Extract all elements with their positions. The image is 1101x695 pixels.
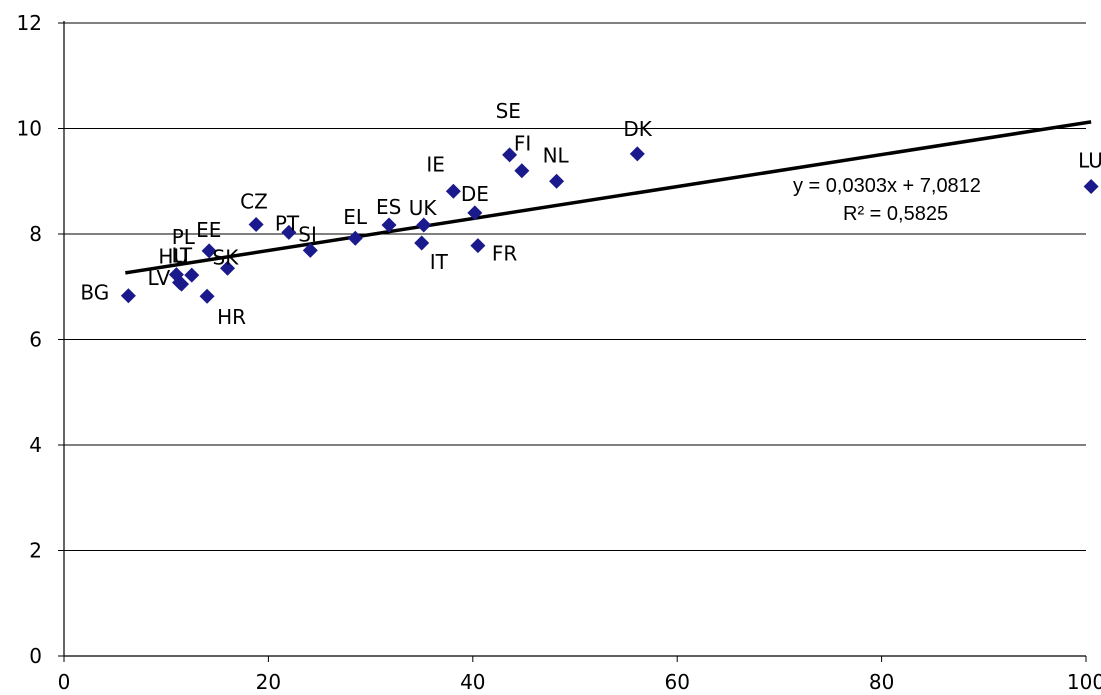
point-label-it: IT: [430, 250, 449, 274]
point-label-cz: CZ: [240, 190, 268, 214]
data-point-si: [302, 242, 318, 258]
data-point-lu: [1083, 179, 1099, 195]
x-tick-label: 20: [256, 670, 281, 694]
point-label-pl: PL: [172, 225, 196, 249]
data-point-pl: [184, 267, 200, 283]
data-point-ee: [201, 243, 217, 259]
point-label-bg: BG: [80, 281, 109, 305]
point-label-nl: NL: [543, 143, 570, 167]
equation-label: y = 0,0303x + 7,0812: [793, 175, 981, 197]
data-point-fr: [470, 238, 486, 254]
point-label-dk: DK: [623, 117, 652, 141]
data-point-fi: [514, 163, 530, 179]
point-label-ee: EE: [196, 218, 221, 242]
point-label-sk: SK: [213, 245, 240, 269]
point-label-si: SI: [298, 222, 317, 246]
data-point-el: [347, 230, 363, 246]
point-label-hu: HU: [158, 245, 188, 269]
data-point-dk: [629, 146, 645, 162]
point-label-el: EL: [343, 205, 368, 229]
point-label-se: SE: [496, 99, 521, 123]
point-label-ie: IE: [426, 152, 445, 176]
y-tick-label: 0: [29, 644, 42, 668]
data-point-ie: [445, 183, 461, 199]
y-tick-label: 4: [29, 433, 42, 457]
point-label-lv: LV: [148, 266, 171, 290]
data-point-bg: [120, 288, 136, 304]
tick-labels: 0 2 4 6 8 10 12 0 20 40 60 80 100: [17, 11, 1101, 694]
point-label-pt: PT: [275, 211, 300, 235]
point-label-lu: LU: [1078, 149, 1101, 173]
data-point-uk: [416, 217, 432, 233]
x-tick-label: 100: [1067, 670, 1101, 694]
data-point-pt: [281, 224, 297, 240]
trendline-group: [125, 120, 1092, 275]
data-point-nl: [549, 173, 565, 189]
trendline: [125, 120, 1092, 275]
data-point-cz: [248, 217, 264, 233]
point-label-fi: FI: [514, 132, 531, 156]
point-label-uk: UK: [409, 196, 438, 220]
point-label-fr: FR: [492, 242, 518, 266]
data-point-hr: [199, 288, 215, 304]
y-tick-label: 6: [29, 328, 42, 352]
axes: [58, 21, 1087, 662]
data-points: [120, 146, 1099, 304]
x-tick-label: 40: [460, 670, 485, 694]
data-point-sk: [220, 260, 236, 276]
point-label-hr: HR: [217, 305, 246, 329]
gridlines: [64, 22, 1086, 551]
data-point-se: [502, 147, 518, 163]
y-tick-label: 12: [17, 11, 42, 35]
x-tick-label: 0: [58, 670, 71, 694]
point-label-de: DE: [461, 182, 489, 206]
x-tick-label: 60: [664, 670, 689, 694]
y-tick-label: 8: [29, 222, 42, 246]
r-squared-label: R² = 0,5825: [843, 203, 948, 225]
data-point-lt: [171, 275, 187, 291]
x-tick-label: 80: [869, 670, 894, 694]
point-label-es: ES: [376, 195, 401, 219]
data-point-it: [414, 235, 430, 251]
data-point-es: [381, 217, 397, 233]
data-point-de: [467, 205, 483, 221]
point-label-lt: LT: [171, 244, 192, 268]
trendline-equation: y = 0,0303x + 7,0812 R² = 0,5825: [793, 175, 981, 225]
y-tick-label: 10: [17, 117, 42, 141]
y-tick-label: 2: [29, 539, 42, 563]
